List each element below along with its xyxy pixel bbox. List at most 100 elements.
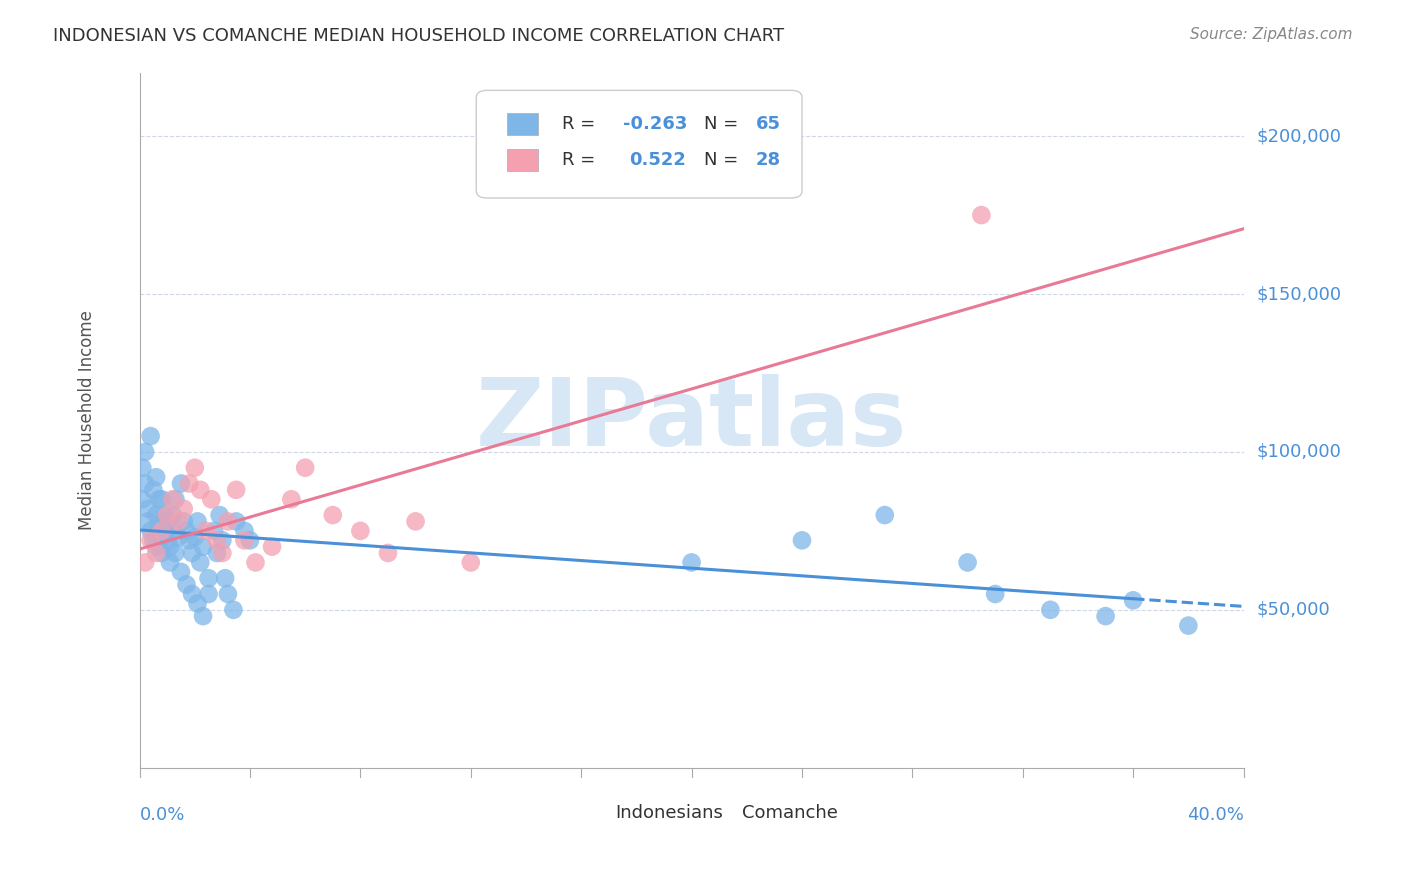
Text: $150,000: $150,000	[1257, 285, 1341, 303]
Text: 28: 28	[755, 151, 780, 169]
Text: Median Household Income: Median Household Income	[77, 310, 96, 530]
Point	[156, 515, 179, 529]
Point	[167, 530, 190, 544]
Text: N =: N =	[704, 151, 744, 169]
Point	[150, 530, 173, 544]
Point	[167, 515, 190, 529]
Text: R =: R =	[562, 151, 607, 169]
Point	[202, 524, 225, 538]
Text: R =: R =	[562, 115, 602, 133]
Point	[156, 515, 179, 529]
Point	[153, 524, 176, 538]
Point	[181, 546, 204, 560]
Point	[1177, 618, 1199, 632]
Point	[197, 571, 219, 585]
Point	[956, 556, 979, 570]
Point	[294, 460, 316, 475]
Point	[188, 556, 211, 570]
Point	[217, 515, 239, 529]
Text: -0.263: -0.263	[623, 115, 688, 133]
Point	[681, 556, 703, 570]
Point	[233, 524, 256, 538]
Point	[217, 587, 239, 601]
Text: Indonesians: Indonesians	[616, 804, 723, 822]
FancyBboxPatch shape	[477, 90, 801, 198]
Point	[245, 556, 267, 570]
Point	[233, 533, 256, 548]
Point	[211, 546, 233, 560]
Point	[211, 533, 233, 548]
Text: $100,000: $100,000	[1257, 443, 1341, 461]
Point	[136, 515, 159, 529]
Point	[162, 492, 184, 507]
Point	[142, 483, 165, 497]
Text: $200,000: $200,000	[1257, 128, 1341, 145]
Point	[145, 540, 167, 554]
FancyBboxPatch shape	[700, 799, 734, 826]
Point	[145, 508, 167, 522]
Point	[181, 587, 204, 601]
Point	[148, 492, 170, 507]
Text: $50,000: $50,000	[1257, 601, 1330, 619]
Point	[150, 524, 173, 538]
Point	[170, 476, 193, 491]
Text: 0.0%: 0.0%	[139, 805, 186, 824]
Point	[173, 515, 195, 529]
Point	[179, 476, 201, 491]
Point	[260, 540, 283, 554]
Point	[225, 515, 247, 529]
Text: N =: N =	[704, 115, 744, 133]
Text: ZIPatlas: ZIPatlas	[475, 375, 907, 467]
Point	[136, 501, 159, 516]
Text: 0.522: 0.522	[628, 151, 686, 169]
FancyBboxPatch shape	[508, 112, 538, 135]
Point	[191, 540, 214, 554]
Point	[349, 524, 371, 538]
Point	[188, 483, 211, 497]
Point	[184, 460, 207, 475]
Text: 40.0%: 40.0%	[1187, 805, 1243, 824]
Point	[131, 492, 153, 507]
FancyBboxPatch shape	[508, 149, 538, 171]
Point	[460, 556, 482, 570]
FancyBboxPatch shape	[574, 799, 606, 826]
Point	[156, 533, 179, 548]
Point	[142, 533, 165, 548]
Point	[790, 533, 813, 548]
Point	[186, 597, 208, 611]
Point	[145, 546, 167, 560]
Point	[222, 603, 245, 617]
Point	[873, 508, 896, 522]
Point	[225, 483, 247, 497]
Point	[1094, 609, 1116, 624]
Point	[176, 524, 198, 538]
Point	[165, 492, 187, 507]
Point	[239, 533, 262, 548]
Point	[280, 492, 302, 507]
Point	[134, 556, 156, 570]
Point	[139, 533, 162, 548]
Point	[150, 492, 173, 507]
Text: 65: 65	[755, 115, 780, 133]
Point	[984, 587, 1007, 601]
Point	[139, 524, 162, 538]
Point	[173, 501, 195, 516]
Point	[208, 508, 231, 522]
Point	[205, 533, 228, 548]
Point	[1039, 603, 1062, 617]
Point	[214, 571, 236, 585]
Point	[148, 517, 170, 532]
Text: INDONESIAN VS COMANCHE MEDIAN HOUSEHOLD INCOME CORRELATION CHART: INDONESIAN VS COMANCHE MEDIAN HOUSEHOLD …	[53, 27, 785, 45]
Point	[186, 515, 208, 529]
Point	[191, 609, 214, 624]
Point	[405, 515, 427, 529]
Text: Comanche: Comanche	[742, 804, 838, 822]
Point	[176, 577, 198, 591]
Point	[134, 445, 156, 459]
Point	[159, 556, 181, 570]
Point	[322, 508, 344, 522]
Point	[162, 508, 184, 522]
Point	[194, 524, 217, 538]
Point	[200, 492, 222, 507]
Point	[205, 546, 228, 560]
